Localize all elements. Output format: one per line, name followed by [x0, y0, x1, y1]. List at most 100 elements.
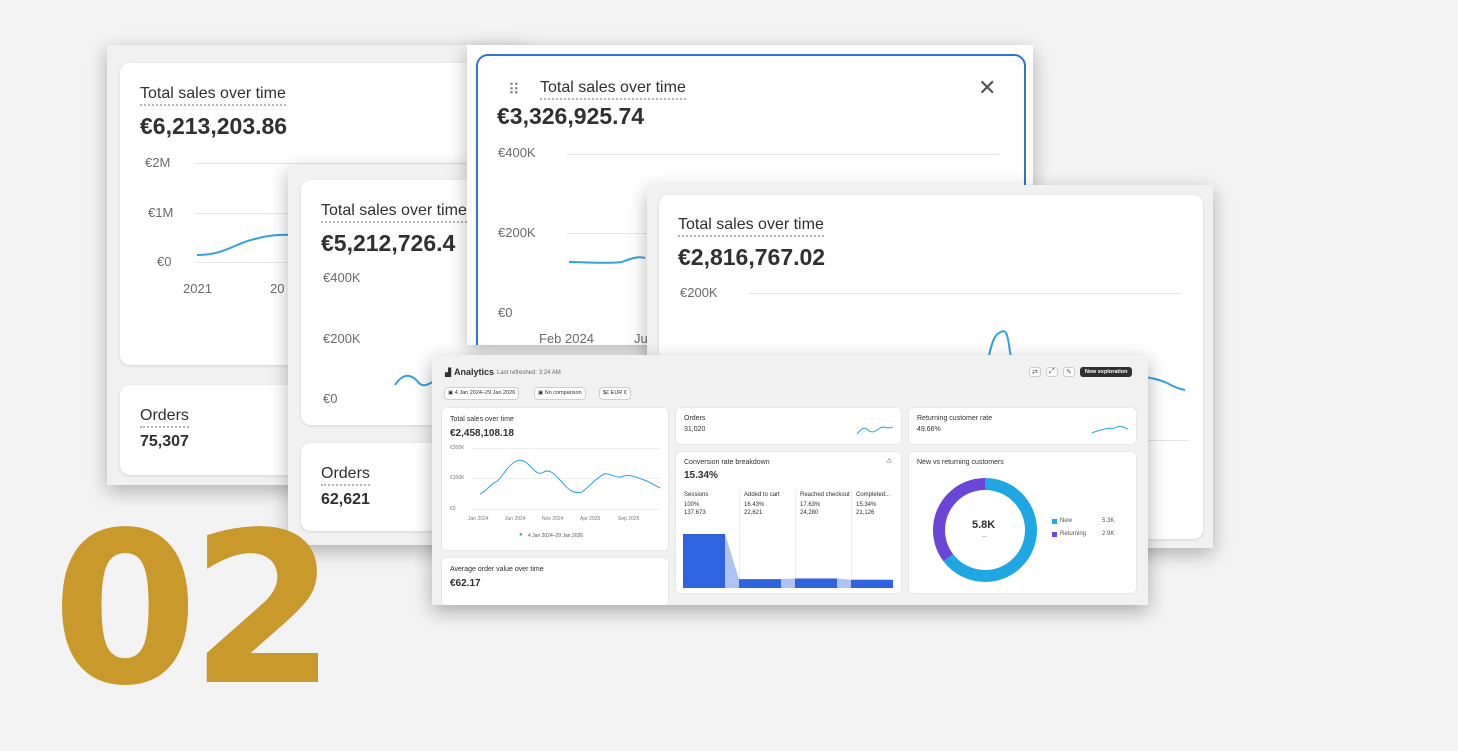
step-pct: 100%	[684, 502, 700, 508]
close-icon[interactable]: ✕	[978, 75, 997, 100]
y-tick: €0	[498, 305, 513, 320]
calendar-icon: ▣	[448, 390, 455, 396]
new-vs-returning-card[interactable]: New vs returning customers 5.8K — New 5.…	[909, 452, 1136, 593]
y-tick: €200K	[680, 285, 718, 300]
y-tick: €100K	[450, 475, 465, 481]
analytics-dashboard: ▟ Analytics Last refreshed: 3:24 AM ⇄ ⤢ …	[432, 355, 1148, 605]
legend-dot: ●	[519, 532, 523, 538]
x-tick: 2021	[183, 281, 212, 296]
y-tick: €200K	[498, 225, 536, 240]
x-tick: Jan 2024	[468, 516, 489, 522]
step-pct: 16.43%	[744, 502, 765, 508]
card-title: Conversion rate breakdown	[684, 459, 770, 466]
comparison-filter[interactable]: ▣ No comparison	[534, 387, 586, 400]
card-value: €6,213,203.86	[140, 113, 288, 139]
y-tick: €200K	[450, 445, 465, 451]
x-tick: Nov 2024	[542, 516, 564, 522]
orders-value: 62,621	[321, 491, 370, 508]
card-value: 49.66%	[917, 426, 941, 433]
funnel-dropoff	[837, 578, 851, 588]
orders-label: Orders	[140, 407, 189, 428]
analytics-icon: ▟	[445, 368, 452, 377]
donut-chart	[933, 478, 1037, 582]
card-value: €62.17	[450, 578, 481, 589]
step-pct: 17.63%	[800, 502, 821, 508]
legend-swatch-new	[1052, 519, 1057, 524]
card-value: 31,020	[684, 426, 706, 433]
card-value: €5,212,726.4	[321, 230, 456, 256]
step-count: 22,621	[744, 510, 763, 516]
returning-rate-card[interactable]: Returning customer rate 49.66%	[909, 408, 1136, 444]
card-title: Total sales over time	[321, 202, 467, 223]
donut-total: 5.8K	[972, 519, 996, 531]
last-refreshed: Last refreshed: 3:24 AM	[497, 370, 561, 376]
card-title: Total sales over time	[140, 85, 286, 106]
card-title: Total sales over time	[678, 216, 824, 237]
donut-segment-returning	[933, 478, 1037, 582]
y-tick: €0	[157, 254, 172, 269]
y-tick: €200K	[323, 331, 361, 346]
sales-line	[568, 256, 646, 264]
orders-value: 75,307	[140, 433, 189, 450]
new-exploration-button[interactable]: New exploration	[1080, 367, 1133, 377]
step-count: 24,280	[800, 510, 819, 516]
funnel-dropoff	[781, 578, 795, 588]
card-value: €2,816,767.02	[678, 244, 826, 270]
card-title: Total sales over time	[540, 79, 686, 100]
y-tick: €400K	[498, 145, 536, 160]
funnel-bar	[683, 534, 725, 588]
y-tick: €400K	[323, 270, 361, 285]
funnel-bar	[795, 578, 837, 588]
info-icon[interactable]: ⚠	[886, 458, 893, 465]
legend-label: Returning	[1060, 531, 1087, 537]
date-filter[interactable]: ▣ 4 Jan 2024–29 Jan 2026	[444, 387, 520, 400]
step-label: Reached checkout	[800, 492, 850, 498]
expand-icon[interactable]: ⤢	[1046, 367, 1058, 377]
card-title: New vs returning customers	[917, 459, 1004, 466]
legend-value: 5.3K	[1102, 518, 1115, 524]
card-title: Returning customer rate	[917, 415, 993, 422]
orders-sparkline	[856, 426, 894, 435]
section-number: 02	[52, 487, 336, 732]
aov-card[interactable]: Average order value over time €62.17	[442, 558, 668, 605]
step-pct: 15.34%	[856, 502, 877, 508]
funnel-bar	[739, 579, 781, 588]
conversion-card[interactable]: Conversion rate breakdown ⚠ 15.34% Sessi…	[676, 452, 901, 593]
funnel-chart	[683, 534, 893, 588]
card-value: 15.34%	[684, 470, 718, 481]
legend-label: 4 Jan 2024–29 Jan 2026	[528, 533, 584, 539]
y-tick: €1M	[148, 205, 174, 220]
funnel-dropoff	[725, 534, 739, 588]
edit-icon[interactable]: ✎	[1063, 367, 1075, 377]
card-title: Average order value over time	[450, 566, 544, 573]
x-tick: Ju	[634, 331, 648, 345]
funnel-bar	[851, 579, 893, 588]
donut-sub: —	[982, 534, 987, 540]
sales-line	[479, 459, 661, 495]
app-title: Analytics	[454, 367, 495, 377]
x-tick: Apr 2025	[580, 516, 601, 522]
x-tick: Sep 2025	[618, 516, 640, 522]
y-tick: €0	[323, 391, 338, 406]
orders-label: Orders	[321, 465, 370, 486]
step-label: Added to cart	[744, 492, 780, 498]
y-tick: €2M	[145, 155, 171, 170]
x-tick: Jun 2024	[505, 516, 526, 522]
step-count: 137,673	[684, 510, 706, 516]
card-title: Orders	[684, 415, 706, 422]
card-title: Total sales over time	[450, 416, 514, 423]
share-icon[interactable]: ⇄	[1029, 367, 1041, 377]
legend-value: 2.9K	[1102, 531, 1115, 537]
x-tick: Feb 2024	[539, 331, 594, 345]
comparison-icon: ▣	[538, 390, 545, 396]
y-tick: €0	[450, 506, 456, 512]
x-tick: 20	[270, 281, 285, 296]
step-label: Completed...	[856, 492, 891, 498]
drag-handle-icon[interactable]: ⠿	[508, 82, 520, 99]
card-value: €2,458,108.18	[450, 428, 514, 439]
card-value: €3,326,925.74	[497, 103, 645, 129]
orders-card[interactable]: Orders 31,020	[676, 408, 901, 444]
step-label: Sessions	[684, 492, 709, 498]
currency-filter[interactable]: $£ EUR €	[599, 387, 631, 400]
sales-card[interactable]: Total sales over time €2,458,108.18 €200…	[442, 408, 668, 550]
